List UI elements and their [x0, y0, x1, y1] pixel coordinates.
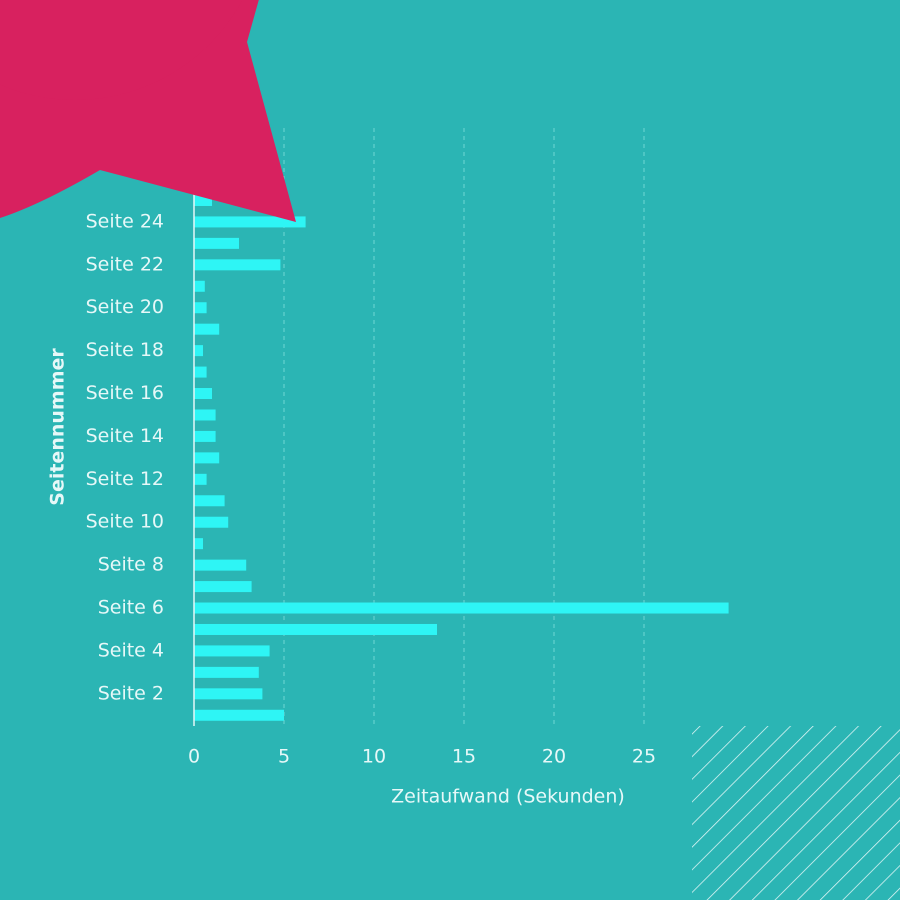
bar	[194, 366, 207, 378]
plot-area	[194, 128, 729, 726]
y-tick-label: Seite 10	[86, 511, 164, 533]
bar	[194, 709, 284, 721]
bar	[194, 302, 207, 314]
bar	[194, 452, 220, 464]
bar	[194, 581, 252, 593]
x-tick-label: 10	[362, 746, 386, 768]
y-axis-title: Seitennummer	[47, 348, 69, 506]
bar	[194, 688, 263, 700]
x-axis-title: Zeitaufwand (Sekunden)	[391, 786, 625, 808]
bar	[194, 345, 203, 357]
x-tick-label: 5	[278, 746, 290, 768]
bar	[194, 473, 207, 485]
bar	[194, 559, 247, 571]
y-tick-label: Seite 6	[98, 597, 164, 619]
x-tick-label: 25	[632, 746, 656, 768]
bar	[194, 538, 203, 550]
bar	[194, 645, 270, 657]
bar	[194, 623, 437, 635]
bar	[194, 388, 212, 400]
x-tick-label: 0	[188, 746, 200, 768]
y-tick-label: Seite 12	[86, 468, 164, 490]
bar	[194, 516, 229, 528]
y-tick-label: Seite 24	[86, 210, 164, 232]
pink-circle	[0, 0, 243, 100]
bar	[194, 323, 220, 335]
x-tick-label: 15	[452, 746, 476, 768]
bar	[194, 216, 306, 228]
bar	[194, 259, 281, 271]
y-tick-label: Seite 4	[98, 639, 164, 661]
bar	[194, 280, 205, 292]
y-tick-label: Seite 14	[86, 425, 164, 447]
bar	[194, 666, 259, 678]
bar	[194, 495, 225, 507]
y-tick-label: Seite 22	[86, 253, 164, 275]
y-tick-label: Seite 16	[86, 382, 164, 404]
bar	[194, 409, 216, 421]
hatch-decoration	[692, 726, 900, 900]
y-tick-label: Seite 8	[98, 554, 164, 576]
y-tick-label: Seite 18	[86, 339, 164, 361]
bar	[194, 430, 216, 442]
bar	[194, 237, 239, 249]
bar	[194, 194, 212, 206]
x-tick-label: 20	[542, 746, 566, 768]
y-tick-label: Seite 20	[86, 296, 164, 318]
y-tick-label: Seite 2	[98, 682, 164, 704]
bar	[194, 602, 729, 614]
